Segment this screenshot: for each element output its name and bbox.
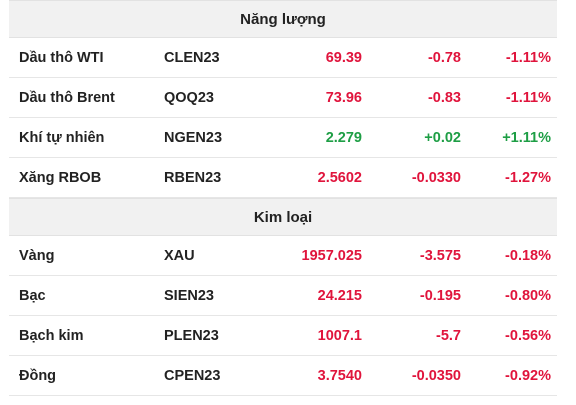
table-row[interactable]: Vàng XAU 1957.025 -3.575 -0.18% <box>9 236 557 276</box>
commodity-name: Bạc <box>19 287 46 304</box>
commodity-change: -0.0350 <box>411 367 461 384</box>
commodity-symbol: NGEN23 <box>164 129 223 146</box>
commodity-symbol: SIEN23 <box>164 287 214 304</box>
section-title: Năng lượng <box>240 10 326 28</box>
table-row[interactable]: Dầu thô WTI CLEN23 69.39 -0.78 -1.11% <box>9 38 557 78</box>
table-row[interactable]: Khí tự nhiên NGEN23 2.279 +0.02 +1.11% <box>9 118 557 158</box>
commodity-change-percent: -1.27% <box>505 169 551 186</box>
commodity-change: -3.575 <box>419 247 461 264</box>
section-header-metals: Kim loại <box>9 198 557 236</box>
commodity-price: 3.7540 <box>317 367 362 384</box>
commodity-change: -0.83 <box>427 89 461 106</box>
table-row[interactable]: Bạch kim PLEN23 1007.1 -5.7 -0.56% <box>9 316 557 356</box>
commodity-symbol: CLEN23 <box>164 49 220 66</box>
commodity-price: 1957.025 <box>301 247 362 264</box>
table-row[interactable]: Dầu thô Brent QOQ23 73.96 -0.83 -1.11% <box>9 78 557 118</box>
commodity-price: 1007.1 <box>317 327 362 344</box>
commodity-name: Xăng RBOB <box>19 169 102 186</box>
commodity-price: 69.39 <box>325 49 362 66</box>
table-row[interactable]: Xăng RBOB RBEN23 2.5602 -0.0330 -1.27% <box>9 158 557 198</box>
commodity-change: -0.195 <box>419 287 461 304</box>
commodity-symbol: XAU <box>164 247 195 264</box>
commodity-change-percent: -1.11% <box>505 89 551 106</box>
commodity-change-percent: +1.11% <box>502 129 551 146</box>
table-row[interactable]: Bạc SIEN23 24.215 -0.195 -0.80% <box>9 276 557 316</box>
commodities-table: Năng lượng Dầu thô WTI CLEN23 69.39 -0.7… <box>9 0 557 396</box>
commodity-change: -0.0330 <box>411 169 461 186</box>
commodity-symbol: PLEN23 <box>164 327 219 344</box>
commodity-change-percent: -0.80% <box>505 287 551 304</box>
commodity-price: 2.279 <box>325 129 362 146</box>
commodity-name: Đồng <box>19 367 57 384</box>
commodity-name: Vàng <box>19 247 55 264</box>
commodity-change-percent: -0.18% <box>505 247 551 264</box>
commodity-symbol: CPEN23 <box>164 367 221 384</box>
section-title: Kim loại <box>253 208 313 226</box>
commodity-change: -5.7 <box>436 327 461 344</box>
commodity-change: -0.78 <box>427 49 461 66</box>
commodity-symbol: RBEN23 <box>164 169 222 186</box>
commodity-symbol: QOQ23 <box>164 89 214 106</box>
commodity-change: +0.02 <box>424 129 461 146</box>
commodity-name: Dầu thô Brent <box>19 89 115 106</box>
commodity-price: 73.96 <box>325 89 362 106</box>
section-header-energy: Năng lượng <box>9 0 557 38</box>
commodity-change-percent: -1.11% <box>505 49 551 66</box>
commodity-price: 2.5602 <box>317 169 362 186</box>
commodity-change-percent: -0.92% <box>505 367 551 384</box>
commodity-name: Khí tự nhiên <box>19 129 105 146</box>
table-row[interactable]: Đồng CPEN23 3.7540 -0.0350 -0.92% <box>9 356 557 396</box>
commodity-name: Dầu thô WTI <box>19 49 104 66</box>
commodity-name: Bạch kim <box>19 327 84 344</box>
commodity-change-percent: -0.56% <box>505 327 551 344</box>
commodity-price: 24.215 <box>317 287 362 304</box>
